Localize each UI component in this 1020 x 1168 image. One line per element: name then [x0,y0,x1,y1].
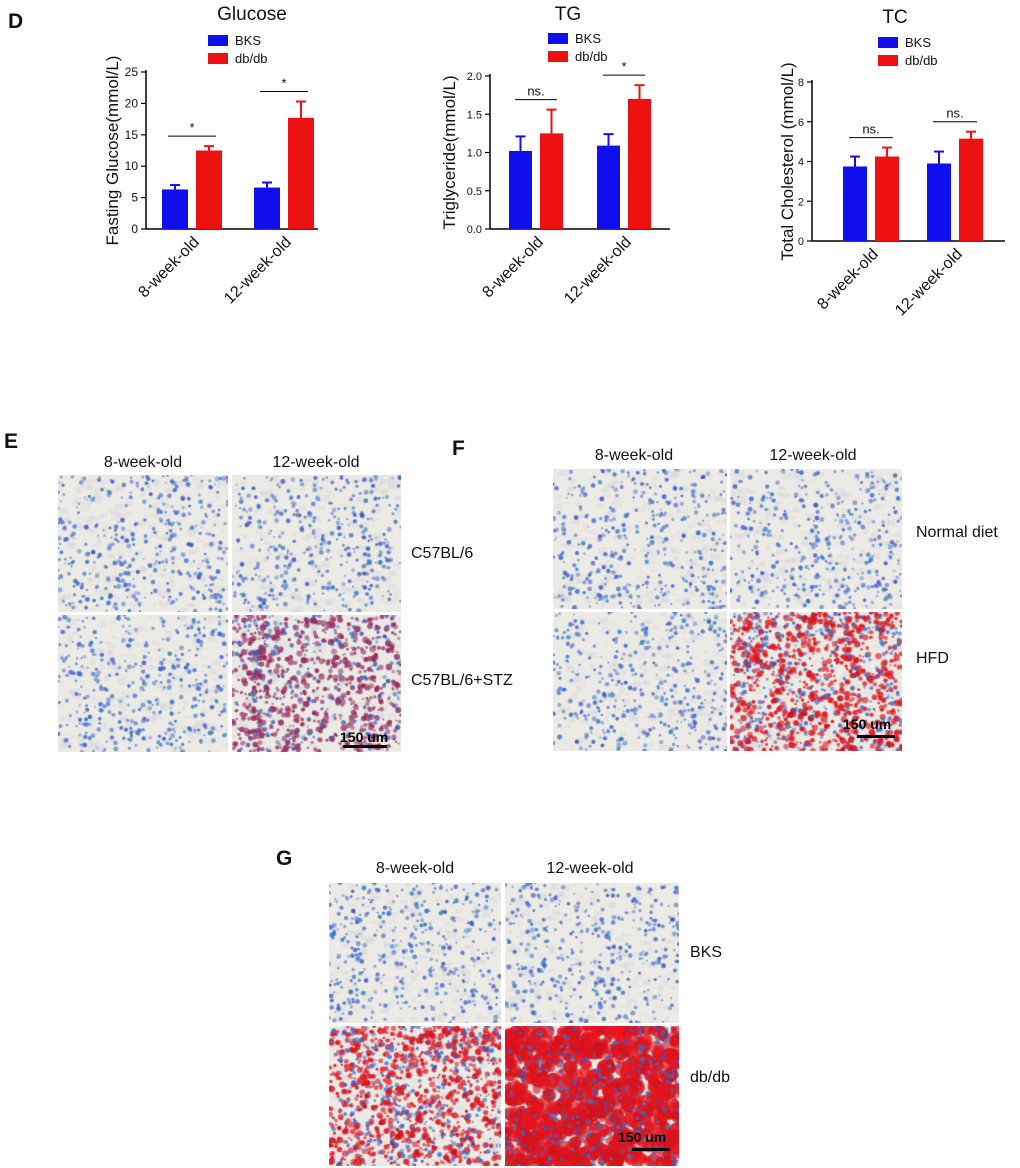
panel-e-column-label-8wk: 8-week-old [103,454,183,471]
panel-f-micrograph-normal-8wk [553,469,727,609]
panel-label-d: D [8,10,24,33]
panel-g-micrograph-bks-8wk [329,883,501,1023]
chart-3-sig-label-2: ns. [946,106,963,121]
panel-f-row-label-normal: Normal diet [916,524,998,541]
chart-3-ylabel: Total Cholesterol (mmol/L) [778,62,797,260]
chart-1-legend-label-2: db/db [235,51,268,66]
chart-3-bar-2-2 [959,138,983,241]
chart-2-ylabel: Triglyceride(mmol/L) [440,75,459,229]
panel-e-scale-label: 150 um [340,729,389,745]
chart-1-bar-1-1 [162,189,188,229]
panel-f-column-label-12wk: 12-week-old [769,447,857,464]
panel-f-scale-label: 150 um [843,716,892,732]
chart-2-legend-label-1: BKS [575,31,601,46]
chart-2-sig-label-1: ns. [527,84,544,99]
panel-f-micrograph-normal-12wk [730,469,902,609]
chart-3-bar-1-1 [843,166,867,241]
chart-1-ytick-label-3: 15 [125,128,139,142]
chart-1-title: Glucose [217,4,287,25]
chart-3-xtick-label-1: 8-week-old [814,246,881,313]
chart-1-ytick-label-2: 10 [125,159,139,173]
chart-2-ytick-label-1: 0.5 [467,186,482,198]
panel-e-micrograph-c57-8wk [58,475,228,612]
chart-2-legend-swatch-2 [548,51,568,62]
panel-e-micrograph-c57-12wk [232,475,401,612]
chart-2-bar-2-1 [540,133,563,229]
chart-1-bar-1-2 [254,187,280,229]
panel-g-column-label-12wk: 12-week-old [546,860,634,877]
chart-1-bar-2-1 [196,150,222,229]
panel-e-micrograph-stz-12wk [232,615,401,752]
panel-e-row-label-stz: C57BL/6+STZ [411,672,513,689]
chart-2-xtick-label-2: 12-week-old [561,234,635,308]
panel-f-column-label-8wk: 8-week-old [594,447,674,464]
chart-3-ytick-label-3: 6 [798,117,804,129]
chart-1-ytick-label-5: 25 [125,65,139,79]
chart-1-ytick-label-1: 5 [131,191,138,205]
chart-3-legend-swatch-2 [878,55,898,66]
chart-1-ytick-label-0: 0 [131,222,138,236]
panel-g-row-label-bks: BKS [690,944,723,961]
panel-g-micrograph-bks-12wk [505,883,679,1023]
panel-e-column-label-12wk: 12-week-old [272,454,360,471]
panel-g-scale-label: 150 um [618,1129,667,1145]
chart-2-bar-2-2 [628,98,651,229]
chart-1-xtick-label-2: 12-week-old [221,234,295,308]
panel-e-scale-bar [343,745,387,748]
chart-3-ytick-label-4: 8 [798,77,804,89]
chart-3-ytick-label-1: 2 [798,196,804,208]
chart-3-ytick-label-0: 0 [798,236,804,248]
chart-2-ytick-label-4: 2.0 [467,71,482,83]
chart-3-legend-label-2: db/db [905,53,938,68]
chart-1-sig-label-2: * [281,76,286,91]
panel-f-micrograph-hfd-12wk [730,612,902,751]
chart-2-bar-1-1 [509,150,532,229]
chart-3-sig-label-1: ns. [862,122,879,137]
chart-3-bar-2-1 [875,156,899,241]
panel-f-scale-bar [857,735,895,738]
chart-1-xtick-label-1: 8-week-old [135,234,202,301]
chart-2-xtick-label-1: 8-week-old [479,234,546,301]
chart-1-ylabel: Fasting Glucose(mmol/L) [103,56,122,246]
chart-2-bar-1-2 [597,145,620,229]
panel-e-row-label-c57: C57BL/6 [411,545,474,562]
chart-2-ytick-label-2: 1.0 [467,148,482,160]
panel-label-f: F [452,437,465,460]
chart-3-ytick-label-2: 4 [798,157,804,169]
panel-label-g: G [276,847,293,870]
chart-1-legend-swatch-2 [208,53,228,64]
chart-3-legend-swatch-1 [878,37,898,48]
panel-g-column-label-8wk: 8-week-old [375,860,455,877]
panel-f-row-label-hfd: HFD [916,650,949,667]
panel-g-micrograph-dbdb-8wk [329,1026,501,1166]
chart-3-title: TC [882,7,907,28]
chart-1-ytick-label-4: 20 [125,96,139,110]
panel-f-micrograph-hfd-8wk [553,612,727,751]
chart-2-ytick-label-3: 1.5 [467,109,482,121]
panel-g-micrograph-dbdb-12wk [505,1026,679,1166]
chart-2-sig-label-2: * [621,59,626,74]
chart-3-bar-1-2 [927,163,951,241]
panel-g-scale-bar [632,1148,670,1151]
chart-1-legend-swatch-1 [208,35,228,46]
chart-2-title: TG [555,4,581,25]
chart-2-legend-label-2: db/db [575,49,608,64]
panel-g-row-label-dbdb: db/db [690,1069,731,1086]
chart-1-bar-2-2 [288,117,314,229]
chart-1-sig-label-1: * [189,120,194,135]
chart-3-xtick-label-2: 12-week-old [892,246,966,320]
panel-e-micrograph-stz-8wk [58,615,228,752]
chart-2-ytick-label-0: 0.0 [467,224,482,236]
chart-2-legend-swatch-1 [548,33,568,44]
chart-1-legend-label-1: BKS [235,33,261,48]
panel-label-e: E [4,430,19,453]
chart-3-legend-label-1: BKS [905,35,931,50]
